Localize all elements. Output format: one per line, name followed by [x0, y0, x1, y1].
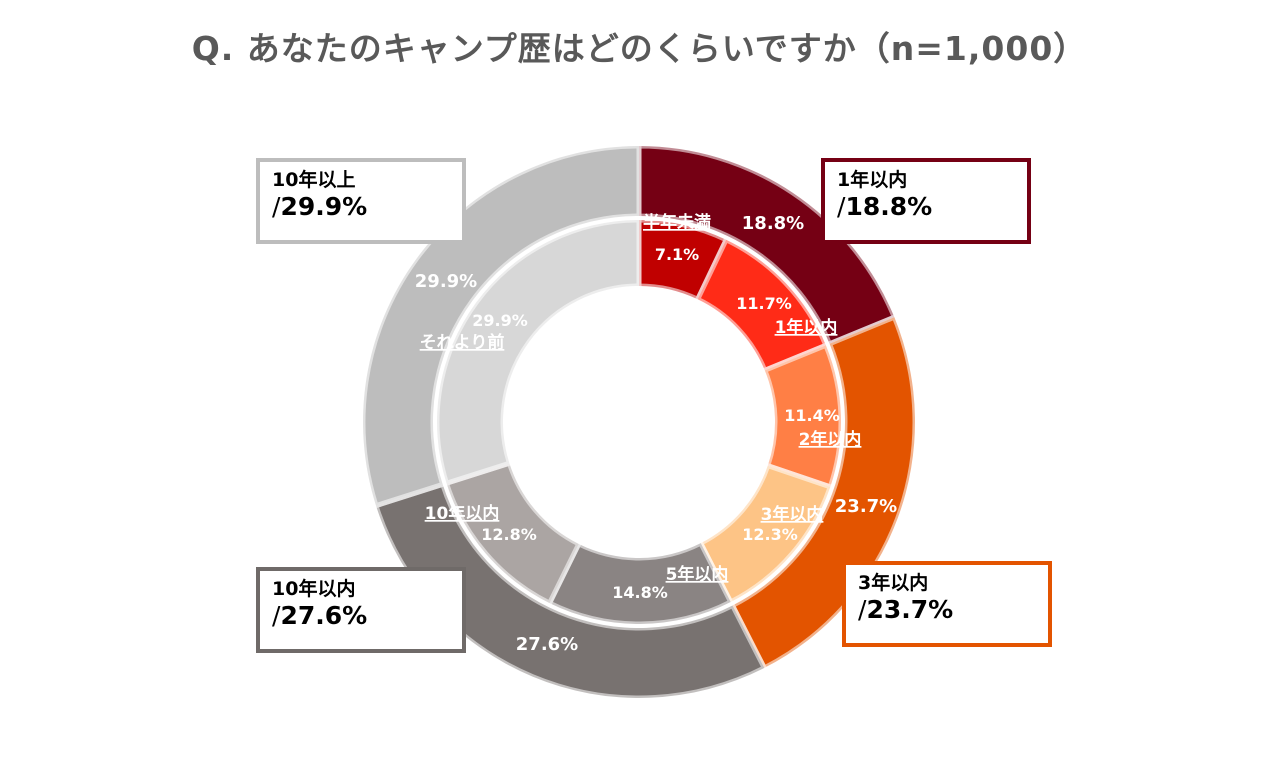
callout-value: /29.9% — [272, 192, 368, 221]
callout-value-number: 23.7% — [866, 595, 954, 624]
callout-over-10yr: 10年以上 /29.9% — [256, 158, 466, 244]
callout-label: 10年以内 — [272, 578, 356, 600]
callout-value: /23.7% — [858, 595, 954, 624]
outer-value-label: 18.8% — [742, 213, 804, 234]
outer-slice-4 — [360, 143, 642, 509]
outer-ring — [360, 143, 918, 701]
inner-value-label: 11.7% — [736, 294, 792, 313]
inner-category-label: 半年未満 — [643, 212, 711, 233]
callout-within-10yr: 10年以内 /27.6% — [256, 567, 466, 653]
inner-category-label: 5年以内 — [666, 564, 729, 585]
outer-value-label: 27.6% — [516, 634, 578, 655]
callout-value-number: 27.6% — [280, 601, 368, 630]
inner-value-label: 29.9% — [472, 311, 528, 330]
inner-ring — [434, 217, 844, 627]
inner-category-label: 3年以内 — [761, 504, 824, 525]
callout-within-3yr: 3年以内 /23.7% — [842, 561, 1052, 647]
callout-value: /27.6% — [272, 601, 368, 630]
outer-slice-3 — [372, 481, 768, 701]
inner-category-label: 2年以内 — [799, 429, 862, 450]
chart-title: Q. あなたのキャンプ歴はどのくらいですか（n=1,000） — [191, 29, 1088, 68]
inner-value-label: 11.4% — [784, 406, 840, 425]
callout-within-1yr: 1年以内 /18.8% — [821, 158, 1031, 244]
outer-value-label: 29.9% — [415, 271, 477, 292]
callout-value-number: 18.8% — [845, 192, 933, 221]
inner-value-label: 14.8% — [612, 583, 668, 602]
callout-label: 1年以内 — [837, 169, 908, 191]
callout-value-number: 29.9% — [280, 192, 368, 221]
callout-label: 10年以上 — [272, 169, 356, 191]
inner-category-label: 10年以内 — [425, 503, 500, 524]
callout-label: 3年以内 — [858, 572, 929, 594]
inner-value-label: 12.8% — [481, 525, 537, 544]
callout-value: /18.8% — [837, 192, 933, 221]
inner-category-label: それより前 — [420, 332, 505, 353]
slice-labels: 18.8% 23.7% 27.6% 29.9% 半年未満 7.1% 1年以内 11.7% 2年以… — [415, 212, 897, 655]
inner-category-label: 1年以内 — [775, 317, 838, 338]
outer-value-label: 23.7% — [835, 496, 897, 517]
inner-value-label: 12.3% — [742, 525, 798, 544]
inner-slice-7 — [434, 217, 642, 487]
inner-value-label: 7.1% — [655, 245, 699, 264]
